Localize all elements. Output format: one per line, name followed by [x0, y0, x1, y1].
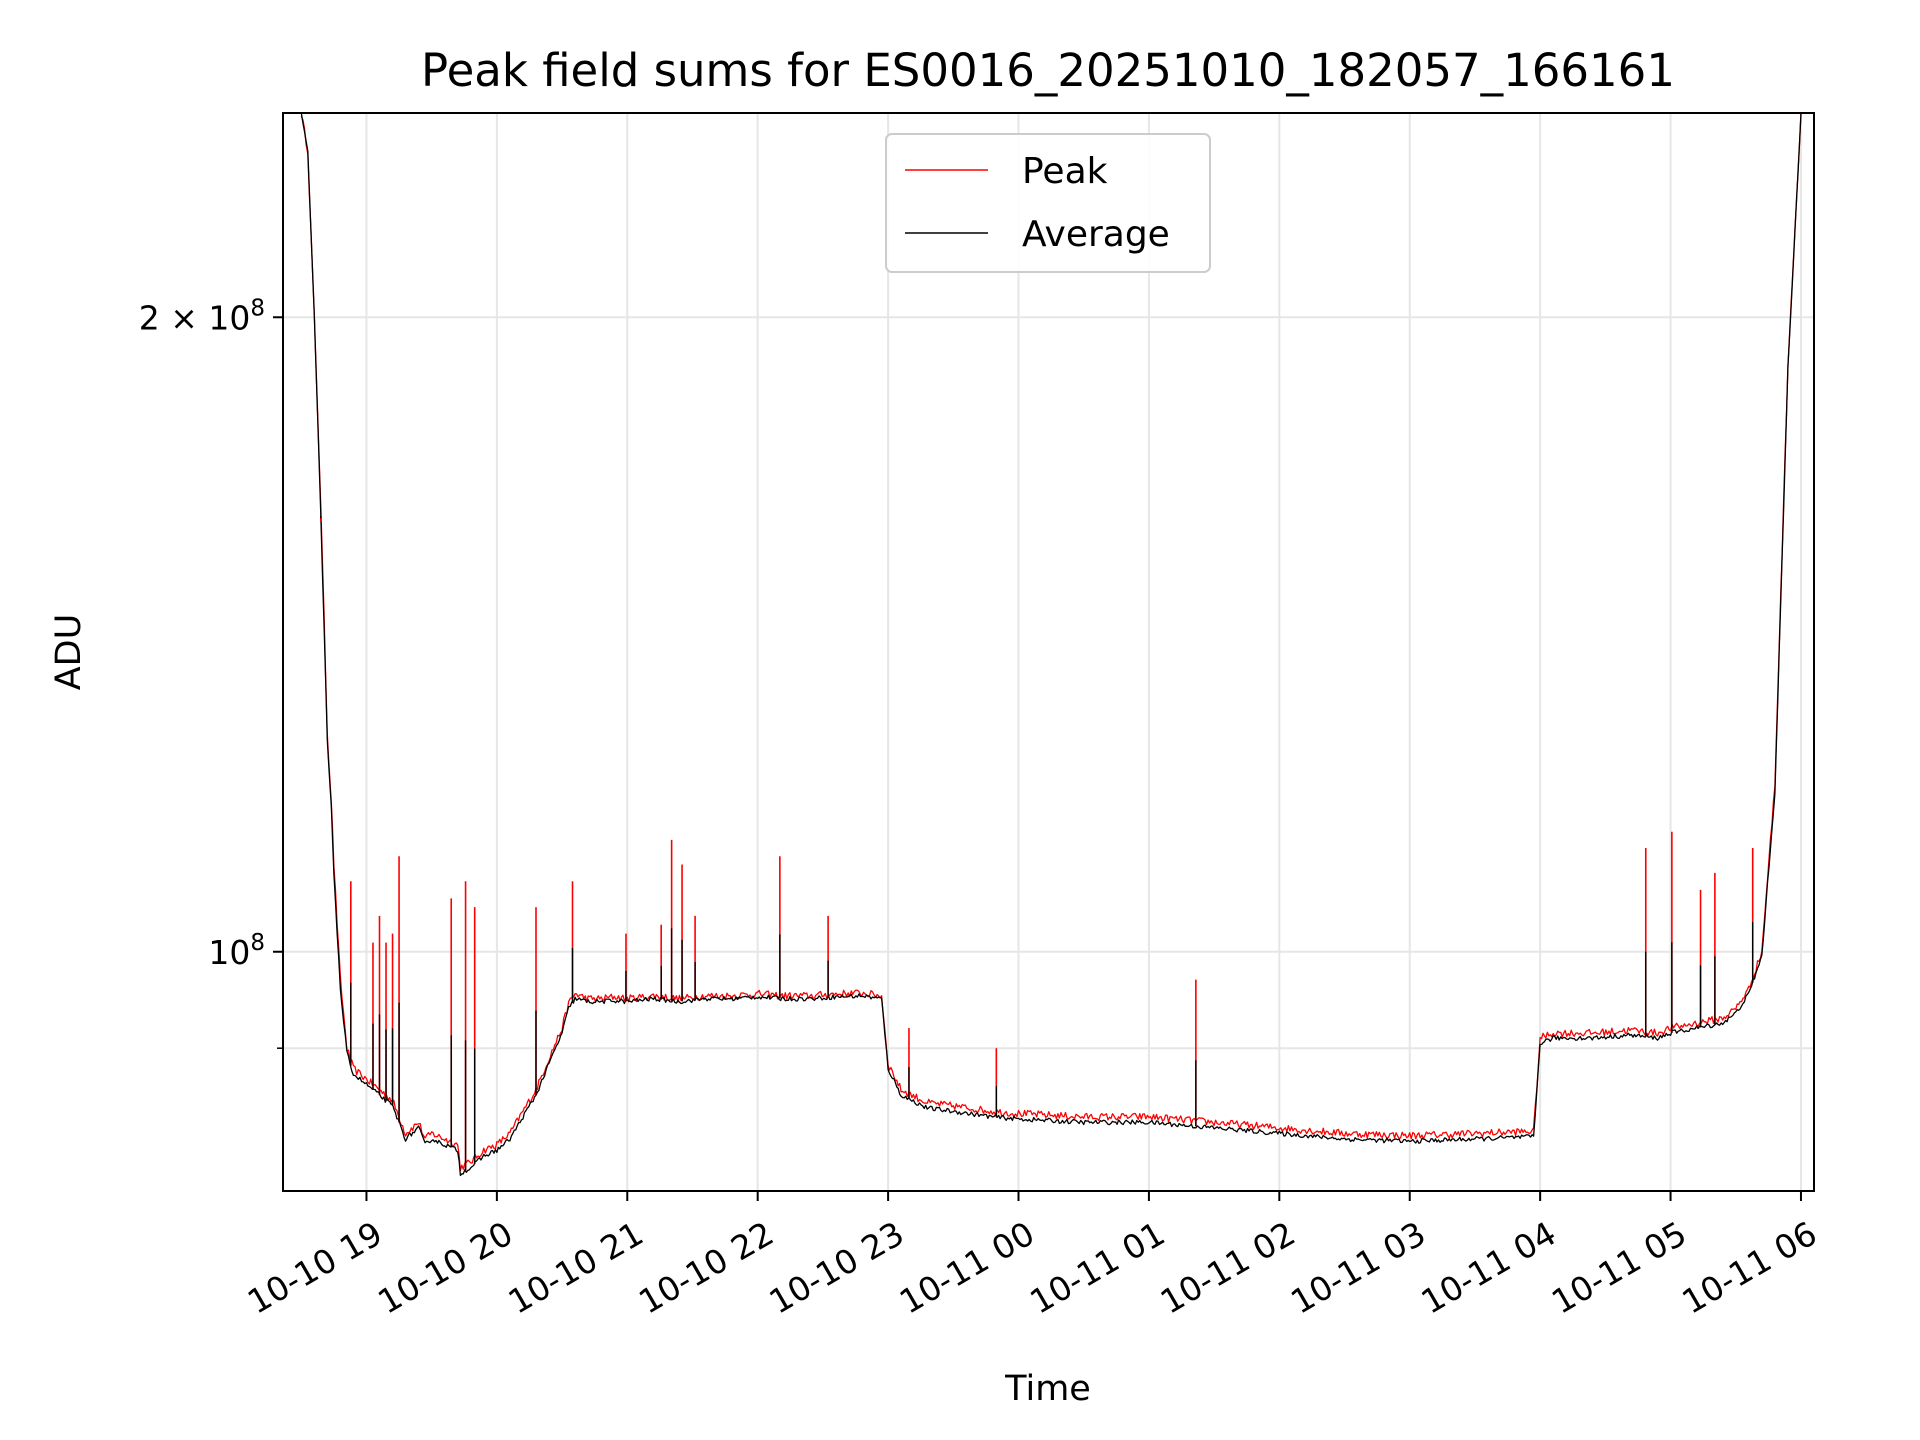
legend: Peak Average — [885, 133, 1211, 273]
x-axis-label: Time — [1004, 1369, 1091, 1409]
legend-peak-label: Peak — [1022, 151, 1108, 192]
series-peak-line — [300, 112, 1802, 1172]
legend-box — [885, 133, 1211, 273]
y-tick-label-base: 10 — [208, 933, 250, 972]
series-layer — [300, 112, 1802, 1177]
y-tick-label-exponent: 8 — [250, 295, 265, 321]
plot-frame — [282, 112, 1815, 1192]
y-axis-label: ADU — [49, 614, 89, 691]
y-tick-label-base: 2 × 10 — [139, 298, 251, 337]
grid-layer — [283, 113, 1814, 1191]
chart-title: Peak field sums for ES0016_20251010_1820… — [421, 44, 1675, 97]
series-average-line — [300, 112, 1802, 1177]
legend-average-label: Average — [1022, 214, 1170, 255]
y-tick-label: 2 × 108 — [139, 295, 265, 337]
y-tick-label-exponent: 8 — [250, 930, 265, 956]
y-tick-label: 108 — [208, 930, 265, 972]
